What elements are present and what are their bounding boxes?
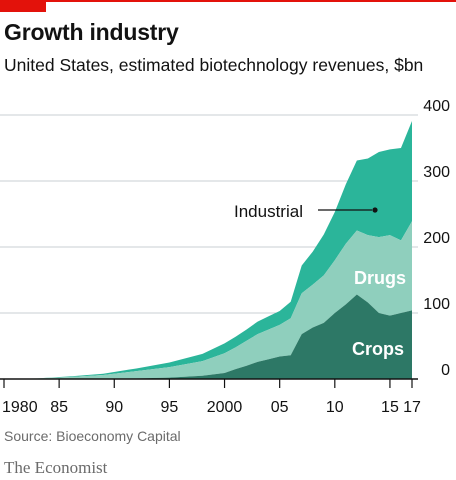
chart-title: Growth industry	[4, 19, 179, 45]
x-tick-label: 2000	[207, 399, 243, 416]
x-tick-label: 95	[161, 399, 179, 416]
chart-plot: 0 100 200 300 400 1980 85 90 95 2000 05 10 15 17 Indus…	[0, 98, 450, 416]
series-label-industrial: Industrial	[234, 202, 303, 221]
area-industrial	[4, 120, 412, 379]
x-tick-label: 17	[403, 399, 421, 416]
brand-red-tab	[0, 0, 46, 12]
series-label-crops: Crops	[352, 339, 404, 359]
publisher-logo: The Economist	[4, 458, 108, 477]
x-tick-label: 1980	[2, 399, 38, 416]
chart-subtitle: United States, estimated biotechnology r…	[4, 55, 424, 75]
x-tick-label: 15	[381, 399, 399, 416]
y-tick-label: 300	[423, 164, 450, 181]
y-tick-label: 0	[441, 362, 450, 379]
x-tick-label: 10	[326, 399, 344, 416]
y-tick-label: 400	[423, 98, 450, 115]
industrial-leader-dot	[372, 207, 378, 213]
top-accent-line	[0, 0, 456, 2]
x-tick-label: 90	[105, 399, 123, 416]
y-tick-label: 100	[423, 296, 450, 313]
area-drugs	[4, 221, 412, 379]
x-tick-label: 05	[271, 399, 289, 416]
x-tick-label: 85	[50, 399, 68, 416]
series-label-drugs: Drugs	[354, 268, 406, 288]
source-note: Source: Bioeconomy Capital	[4, 428, 181, 444]
area-crops	[4, 294, 412, 379]
y-tick-label: 200	[423, 230, 450, 247]
